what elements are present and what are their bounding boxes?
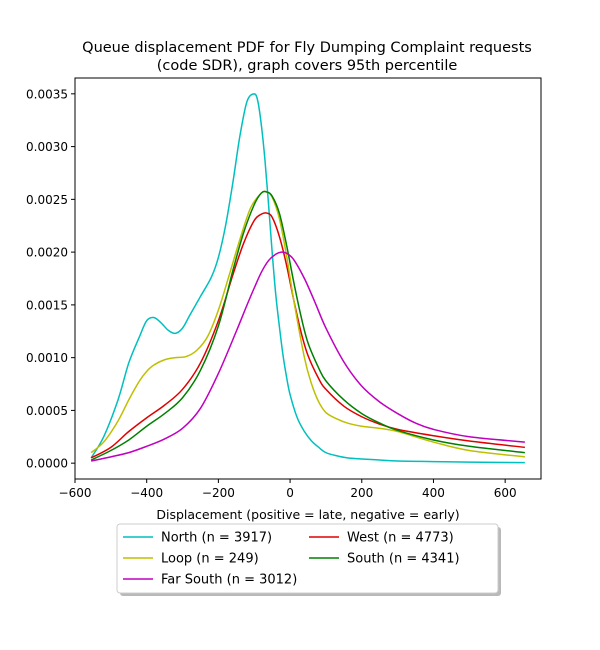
x-tick-label: 0 (286, 486, 294, 500)
series-line-0 (90, 93, 525, 464)
x-tick-label: 400 (422, 486, 445, 500)
x-axis-label: Displacement (positive = late, negative … (156, 507, 459, 522)
y-tick-label: 0.0005 (26, 404, 68, 418)
series-line-2 (90, 190, 525, 458)
y-tick-label: 0.0025 (26, 193, 68, 207)
series-line-4 (90, 251, 525, 462)
series-line-1 (90, 212, 525, 459)
x-tick-label: −400 (130, 486, 163, 500)
y-tick-label: 0.0020 (26, 246, 68, 260)
x-tick-label: 600 (494, 486, 517, 500)
legend-items: North (n = 3917) West (n = 4773) Loop (n =… (123, 531, 460, 588)
x-tick-label: 200 (350, 486, 373, 500)
y-tick-label: 0.0000 (26, 457, 68, 471)
legend-box (116, 523, 499, 594)
y-tick-label: 0.0010 (26, 351, 68, 365)
legend-label: North (n = 3917) (161, 531, 272, 546)
legend-label: West (n = 4773) (347, 531, 454, 546)
y-tick-label: 0.0015 (26, 298, 68, 312)
x-axis: −600 −400 −200 0 200 400 600 (59, 479, 517, 500)
chart-title-line-2: (code SDR), graph covers 95th percentile (157, 58, 458, 74)
y-tick-label: 0.0035 (26, 87, 68, 101)
legend-label: Far South (n = 3012) (161, 573, 297, 588)
x-tick-label: −600 (59, 486, 92, 500)
series-layer (90, 93, 525, 464)
y-tick-label: 0.0030 (26, 140, 68, 154)
legend: North (n = 3917) West (n = 4773) Loop (n =… (116, 523, 501, 596)
legend-label: Loop (n = 249) (161, 552, 259, 567)
series-line-3 (90, 190, 525, 461)
y-axis: 0.0000 0.0005 0.0010 0.0015 0.0020 0.0025 0.00… (26, 87, 75, 471)
plot-frame (74, 77, 542, 480)
x-tick-label: −200 (202, 486, 235, 500)
legend-label: South (n = 4341) (347, 552, 460, 567)
chart-title-line-1: Queue displacement PDF for Fly Dumping C… (82, 40, 532, 56)
